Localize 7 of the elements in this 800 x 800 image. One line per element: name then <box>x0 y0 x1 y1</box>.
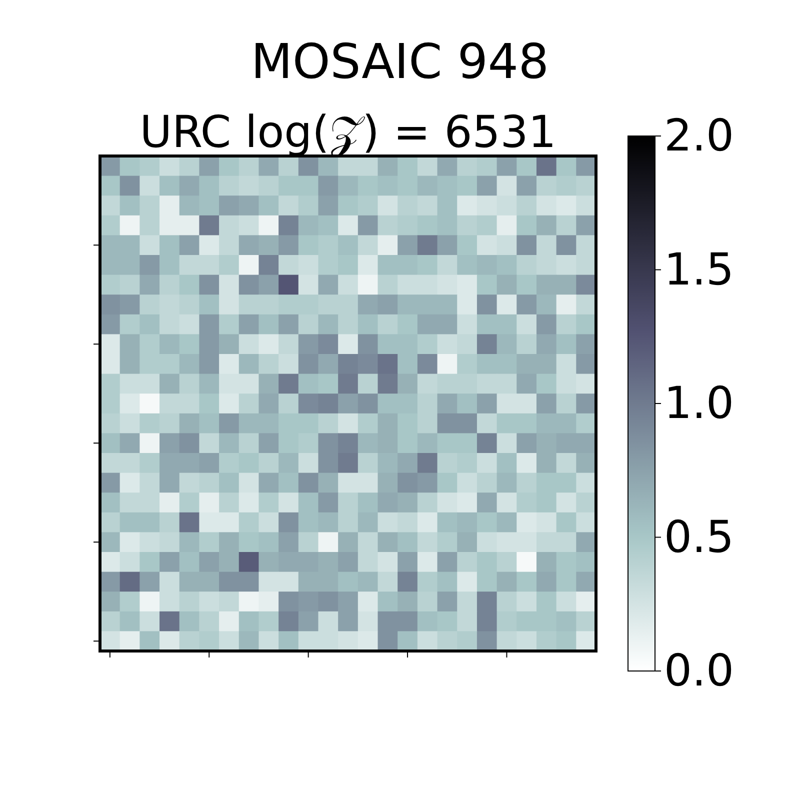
color-bar-label: 1.5 <box>664 244 734 296</box>
chart-subtitle: URC log(𝒵) = 6531 <box>140 107 556 158</box>
color-bar-label: 1.0 <box>664 378 734 429</box>
color-bar-label: 2.0 <box>664 110 734 162</box>
color-bar-label: 0.5 <box>664 512 734 563</box>
color-bar-label: 0.0 <box>664 646 734 696</box>
chart-title: MOSAIC 948 <box>251 34 549 90</box>
